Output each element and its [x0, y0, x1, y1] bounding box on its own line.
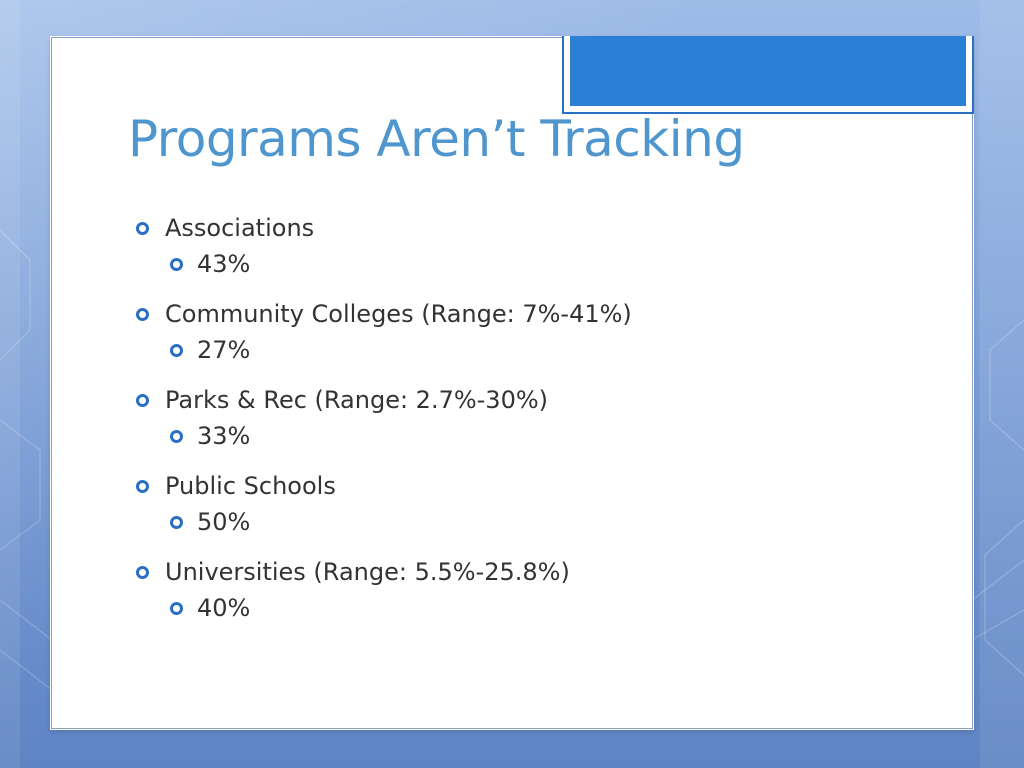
hollow-circle-bullet-icon	[136, 307, 149, 321]
hollow-circle-bullet-icon	[170, 429, 183, 443]
hollow-circle-bullet-icon	[136, 565, 149, 579]
percentage-value: 43%	[197, 250, 251, 278]
percentage-value: 33%	[197, 422, 251, 450]
accent-tab	[562, 36, 974, 114]
category-label: Public Schools	[165, 472, 336, 500]
sub-bullet-row: 43%	[136, 246, 632, 282]
slide-title: Programs Aren’t Tracking	[128, 110, 745, 168]
hollow-circle-bullet-icon	[136, 479, 149, 493]
list-item: Public Schools 50%	[136, 468, 632, 540]
sub-bullet-row: 40%	[136, 590, 632, 626]
percentage-value: 40%	[197, 594, 251, 622]
bullet-row: Associations	[136, 210, 632, 246]
sub-bullet-row: 27%	[136, 332, 632, 368]
hollow-circle-bullet-icon	[170, 515, 183, 529]
bullet-row: Public Schools	[136, 468, 632, 504]
bullet-list: Associations 43% Community Colleges (Ran…	[136, 210, 632, 640]
sub-bullet-row: 50%	[136, 504, 632, 540]
list-item: Universities (Range: 5.5%-25.8%) 40%	[136, 554, 632, 626]
list-item: Associations 43%	[136, 210, 632, 282]
hollow-circle-bullet-icon	[170, 343, 183, 357]
bullet-row: Parks & Rec (Range: 2.7%-30%)	[136, 382, 632, 418]
category-label: Community Colleges (Range: 7%-41%)	[165, 300, 632, 328]
bullet-row: Community Colleges (Range: 7%-41%)	[136, 296, 632, 332]
bullet-row: Universities (Range: 5.5%-25.8%)	[136, 554, 632, 590]
accent-tab-fill	[570, 36, 966, 106]
hollow-circle-bullet-icon	[136, 221, 149, 235]
category-label: Universities (Range: 5.5%-25.8%)	[165, 558, 570, 586]
sub-bullet-row: 33%	[136, 418, 632, 454]
list-item: Parks & Rec (Range: 2.7%-30%) 33%	[136, 382, 632, 454]
category-label: Parks & Rec (Range: 2.7%-30%)	[165, 386, 549, 414]
list-item: Community Colleges (Range: 7%-41%) 27%	[136, 296, 632, 368]
slide-content-panel: Programs Aren’t Tracking Associations 43…	[52, 36, 974, 728]
percentage-value: 50%	[197, 508, 251, 536]
percentage-value: 27%	[197, 336, 251, 364]
hollow-circle-bullet-icon	[136, 393, 149, 407]
hollow-circle-bullet-icon	[170, 601, 183, 615]
hollow-circle-bullet-icon	[170, 257, 183, 271]
category-label: Associations	[165, 214, 315, 242]
